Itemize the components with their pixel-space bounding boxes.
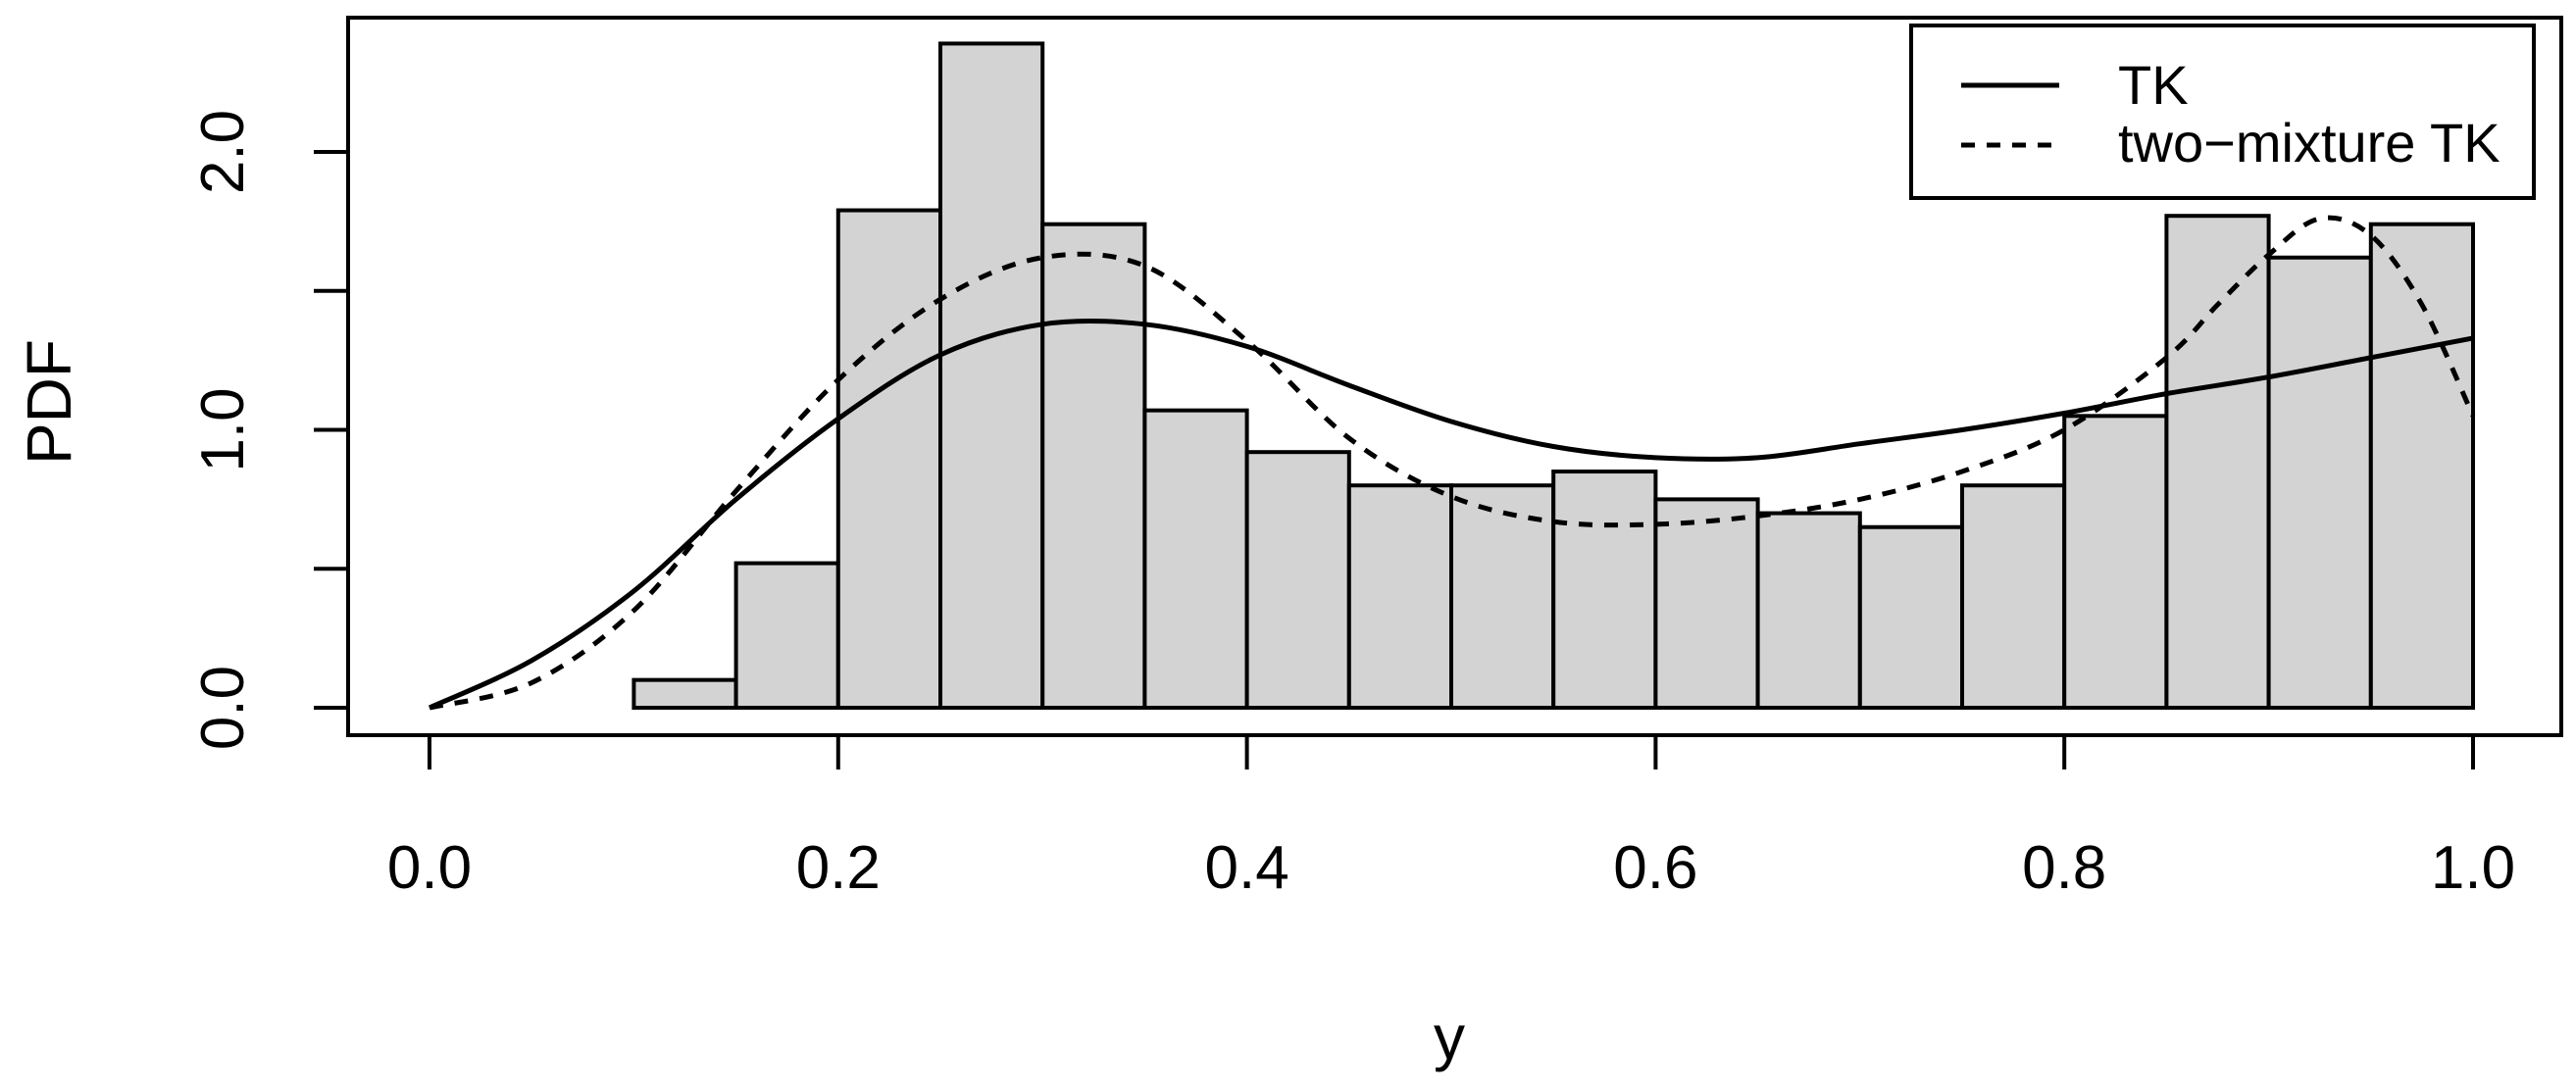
legend-label-two-mixture-tk: two−mixture TK — [2118, 112, 2500, 174]
histogram-bar — [1551, 470, 1658, 710]
legend-label-tk: TK — [2118, 54, 2189, 116]
x-tick-label: 0.2 — [796, 834, 881, 902]
histogram-bar — [1857, 524, 1965, 710]
x-tick-label: 0.4 — [1204, 834, 1288, 902]
x-tick-label: 0.6 — [1613, 834, 1697, 902]
curves-layer — [428, 215, 2476, 711]
histogram-bar — [1653, 497, 1760, 710]
series-line-tk — [428, 318, 2474, 711]
histogram-bar — [631, 677, 738, 711]
histogram-bar — [2266, 255, 2373, 710]
histogram-bar — [1040, 222, 1147, 711]
y-tick-label: 2.0 — [189, 110, 257, 194]
histogram-bar — [1142, 408, 1249, 710]
histogram-bar — [1346, 483, 1454, 711]
series-line-two-mixture-tk — [429, 215, 2476, 711]
y-axis-title: PDF — [14, 339, 84, 465]
legend-box — [1909, 24, 2536, 200]
histogram-bar — [835, 208, 942, 710]
legend: TK two−mixture TK — [1909, 24, 2536, 200]
y-tick-label: 0.0 — [189, 666, 257, 750]
x-tick-label: 1.0 — [2431, 834, 2515, 902]
histogram-bar — [1755, 511, 1862, 710]
bars-layer — [631, 41, 2476, 711]
histogram-bar — [1244, 450, 1351, 710]
histogram-bar — [2062, 414, 2169, 710]
histogram-bar — [2368, 222, 2476, 711]
x-tick-label: 0.0 — [387, 834, 472, 902]
histogram-bar — [1449, 483, 1556, 711]
histogram-bar — [733, 561, 840, 711]
histogram-bar — [938, 41, 1045, 711]
x-axis-title: y — [1434, 1002, 1465, 1072]
plot-frame — [346, 16, 2563, 737]
x-tick-label: 0.8 — [2022, 834, 2106, 902]
histogram-bar — [2164, 214, 2271, 711]
y-tick-label: 1.0 — [189, 387, 257, 472]
histogram-bar — [1960, 483, 2067, 711]
